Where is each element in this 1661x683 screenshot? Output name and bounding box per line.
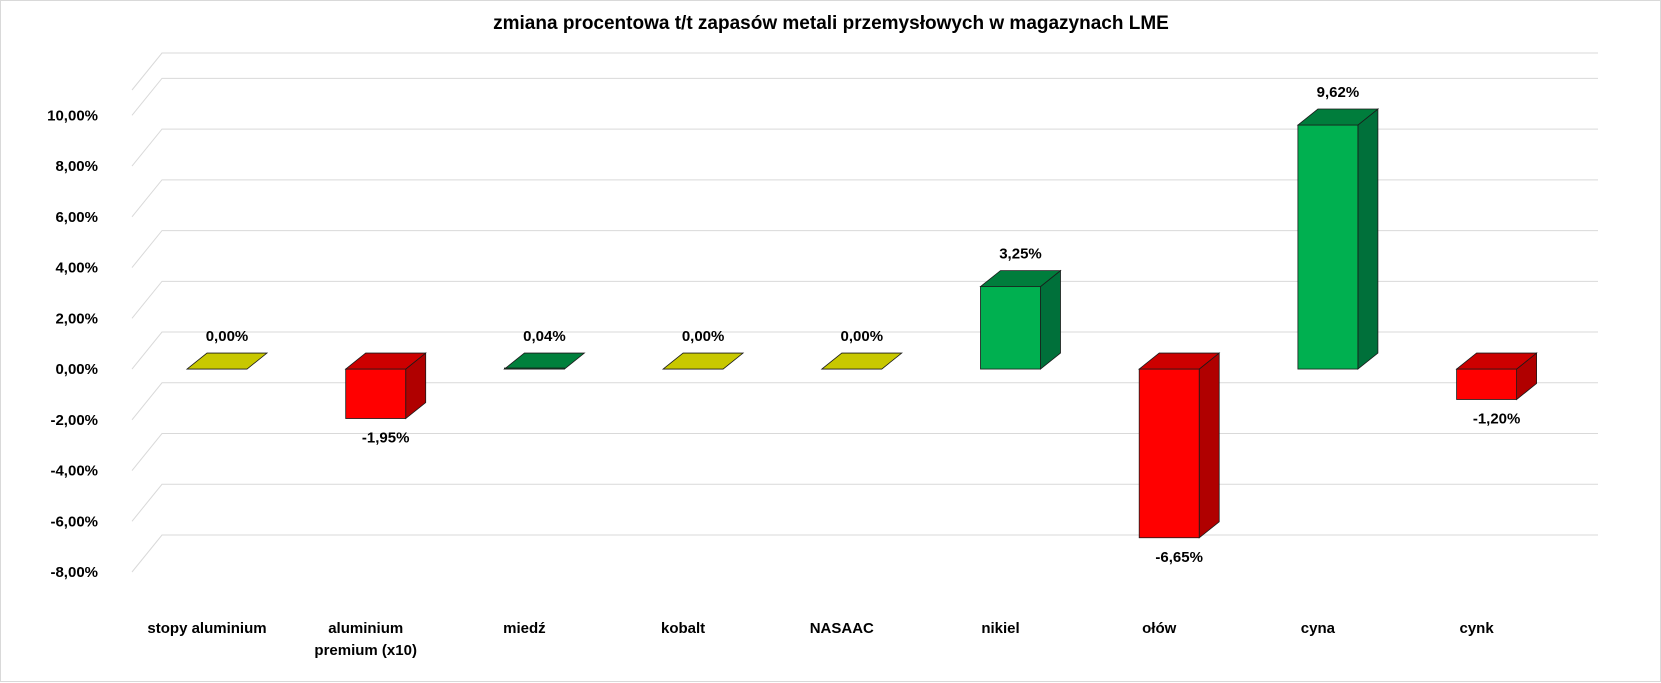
gridline: [131, 230, 1598, 268]
data-label: 0,00%: [206, 328, 249, 345]
bar: [820, 352, 903, 370]
bar-front: [1297, 124, 1359, 370]
bar-front: [1138, 368, 1200, 539]
data-label: 3,25%: [999, 246, 1042, 263]
y-tick-label: 10,00%: [47, 107, 98, 124]
bar-top: [661, 352, 745, 370]
category-label: miedź: [503, 620, 546, 637]
gridline: [131, 331, 1598, 370]
data-label: 9,62%: [1317, 84, 1360, 101]
bars: [185, 108, 1538, 539]
category-label: NASAAC: [810, 620, 874, 637]
data-label: 0,04%: [523, 328, 566, 345]
y-axis-ticks: 10,00% 8,00% 6,00% 4,00% 2,00% 0,00% -2,00% -4,…: [47, 107, 98, 581]
bar-front: [980, 286, 1041, 370]
gridline: [131, 77, 1598, 116]
bar-top: [1455, 352, 1538, 370]
y-tick-label: 4,00%: [55, 260, 98, 277]
y-tick-label: -8,00%: [50, 564, 98, 581]
bar: [1138, 352, 1221, 539]
category-label: cyna: [1301, 620, 1336, 637]
bar-front: [503, 367, 565, 370]
chart-title: zmiana procentowa t/t zapasów metali prz…: [493, 13, 1169, 34]
gridline: [131, 433, 1598, 471]
y-tick-label: 6,00%: [55, 209, 98, 226]
category-label: cynk: [1459, 620, 1494, 637]
gridline: [131, 52, 1598, 91]
y-tick-label: -4,00%: [50, 463, 98, 480]
category-label: aluminium: [328, 620, 403, 637]
y-tick-label: -6,00%: [50, 513, 98, 530]
bar: [503, 352, 586, 370]
gridline: [131, 382, 1598, 421]
gridline: [131, 179, 1598, 218]
gridline: [131, 483, 1598, 522]
data-label: -1,95%: [362, 430, 410, 447]
bar-side: [1357, 108, 1379, 370]
y-tick-label: 0,00%: [55, 361, 98, 378]
data-label: -1,20%: [1473, 410, 1521, 427]
bar: [979, 269, 1062, 370]
bar-top: [820, 352, 903, 370]
bar-top: [344, 352, 427, 370]
bar-front: [1456, 368, 1517, 400]
category-label: stopy aluminium: [147, 620, 266, 637]
bar-front: [345, 368, 407, 419]
gridline: [131, 534, 1598, 573]
data-label: 0,00%: [841, 328, 884, 345]
bar-top: [1138, 352, 1221, 370]
gridline: [131, 128, 1598, 167]
category-labels: stopy aluminium aluminium premium (x10) mie…: [147, 620, 1494, 659]
y-tick-label: 2,00%: [55, 310, 98, 327]
bar-top: [1296, 108, 1380, 126]
y-tick-label: 8,00%: [55, 158, 98, 175]
data-label: -6,65%: [1155, 549, 1203, 566]
bar: [185, 352, 269, 370]
y-tick-label: -2,00%: [50, 412, 98, 429]
category-label: nikiel: [981, 620, 1019, 637]
bar: [344, 352, 427, 420]
bar-top: [979, 270, 1062, 288]
bar-side: [1040, 269, 1061, 370]
gridlines: [131, 52, 1598, 573]
category-label: ołów: [1142, 620, 1176, 637]
data-labels: 0,00% -1,95% 0,04% 0,00% 0,00% 3,25% -6,65% 9,6…: [206, 84, 1521, 566]
gridline: [131, 280, 1598, 319]
bar: [1455, 352, 1538, 401]
bar: [661, 352, 745, 370]
bar: [1296, 108, 1380, 370]
category-label: kobalt: [661, 620, 705, 637]
bar-top: [185, 352, 269, 370]
bar-top: [503, 352, 586, 370]
bar-side: [1198, 352, 1220, 539]
category-label: premium (x10): [314, 642, 417, 659]
data-label: 0,00%: [682, 328, 725, 345]
